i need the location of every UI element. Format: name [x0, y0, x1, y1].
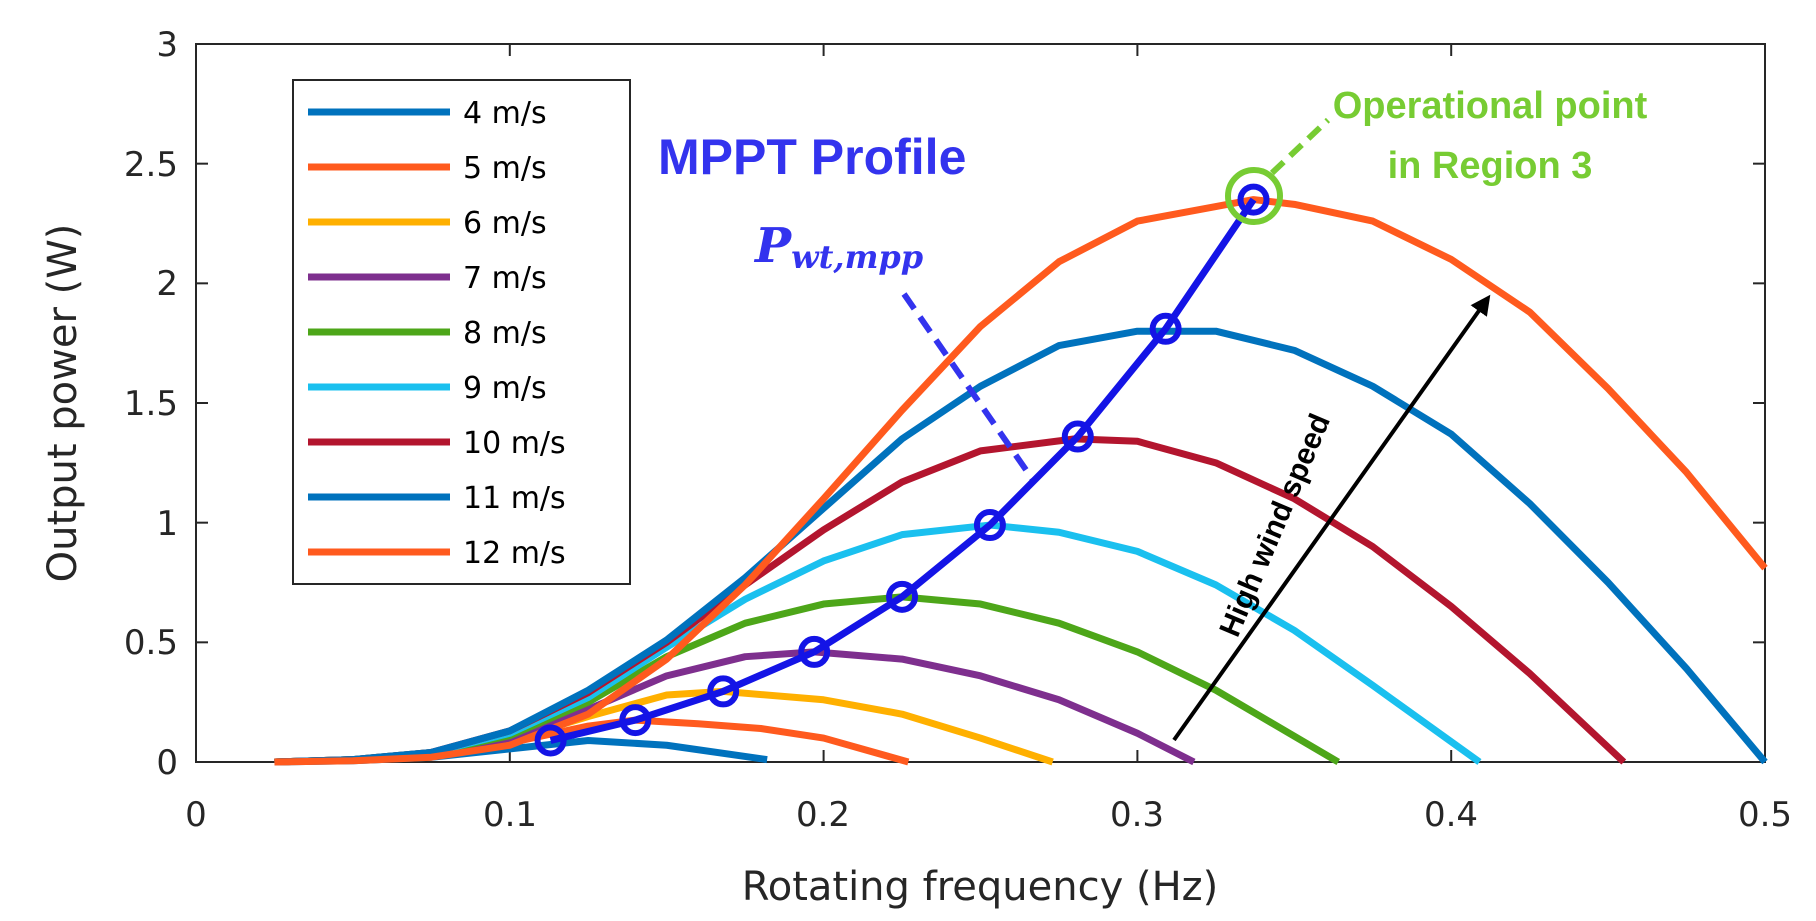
mppt-point: [1237, 183, 1270, 216]
x-tick-label: 0.3: [1110, 795, 1164, 835]
y-tick-label: 0.5: [124, 623, 178, 663]
legend-entry: 7 m/s: [463, 261, 547, 296]
mppt-point: [534, 724, 567, 757]
operational-point-leader: [1269, 117, 1331, 176]
legend-entry: 5 m/s: [463, 151, 547, 186]
legend-entry: 10 m/s: [463, 426, 566, 461]
y-tick-labels: 0 0.5 1 1.5 2 2.5 3: [124, 25, 178, 783]
y-tick-label: 1.5: [124, 384, 178, 424]
mppt-line: [549, 197, 1257, 744]
high-wind-arrow: [1172, 294, 1491, 742]
mppt-symbol-sub: wt,mpp: [791, 238, 923, 276]
mppt-point: [798, 635, 831, 668]
mppt-point: [886, 580, 919, 613]
operational-point-label-line1: Operational point: [1333, 85, 1648, 127]
y-axis-label: Output power (W): [40, 224, 86, 583]
mppt-pointer-line: [901, 292, 1036, 482]
legend-swatches: [308, 108, 450, 556]
x-tick-label: 0.2: [796, 795, 850, 835]
legend-entry: 9 m/s: [463, 371, 547, 406]
x-tick-label: 0.1: [483, 795, 537, 835]
y-tick-label: 0: [156, 743, 178, 783]
operational-point-label-line2: in Region 3: [1388, 145, 1593, 187]
x-axis-label: Rotating frequency (Hz): [742, 864, 1219, 910]
legend-entry: 8 m/s: [463, 316, 547, 351]
legend-entry: 6 m/s: [463, 206, 547, 241]
y-tick-label: 2.5: [124, 145, 178, 185]
mppt-point: [973, 509, 1006, 542]
mppt-profile: [534, 183, 1270, 757]
operational-point-circle: [1225, 167, 1283, 225]
mppt-point: [619, 704, 652, 737]
legend-entry: 4 m/s: [463, 96, 547, 131]
legend-entry: 12 m/s: [463, 536, 566, 571]
y-tick-label: 2: [156, 264, 178, 304]
y-tick-label: 3: [156, 25, 178, 65]
mppt-point: [1061, 420, 1094, 453]
series-line-11-ms: [274, 327, 1768, 766]
mppt-symbol: Pwt,mpp: [753, 218, 923, 276]
y-tick-label: 1: [156, 504, 178, 544]
mppt-symbol-main: P: [753, 218, 793, 274]
x-tick-labels: 0 0.1 0.2 0.3 0.4 0.5: [185, 795, 1792, 835]
series-line-12-ms: [274, 196, 1768, 766]
mppt-title: MPPT Profile: [658, 129, 966, 185]
x-tick-label: 0.4: [1424, 795, 1478, 835]
x-tick-label: 0: [185, 795, 207, 835]
series-lines: [274, 196, 1768, 766]
mppt-point: [1149, 312, 1182, 345]
x-tick-label: 0.5: [1738, 795, 1792, 835]
mppt-point: [707, 675, 740, 708]
legend: 4 m/s 5 m/s 6 m/s 7 m/s 8 m/s 9 m/s 10 m…: [292, 79, 631, 585]
legend-entry: 11 m/s: [463, 481, 566, 516]
